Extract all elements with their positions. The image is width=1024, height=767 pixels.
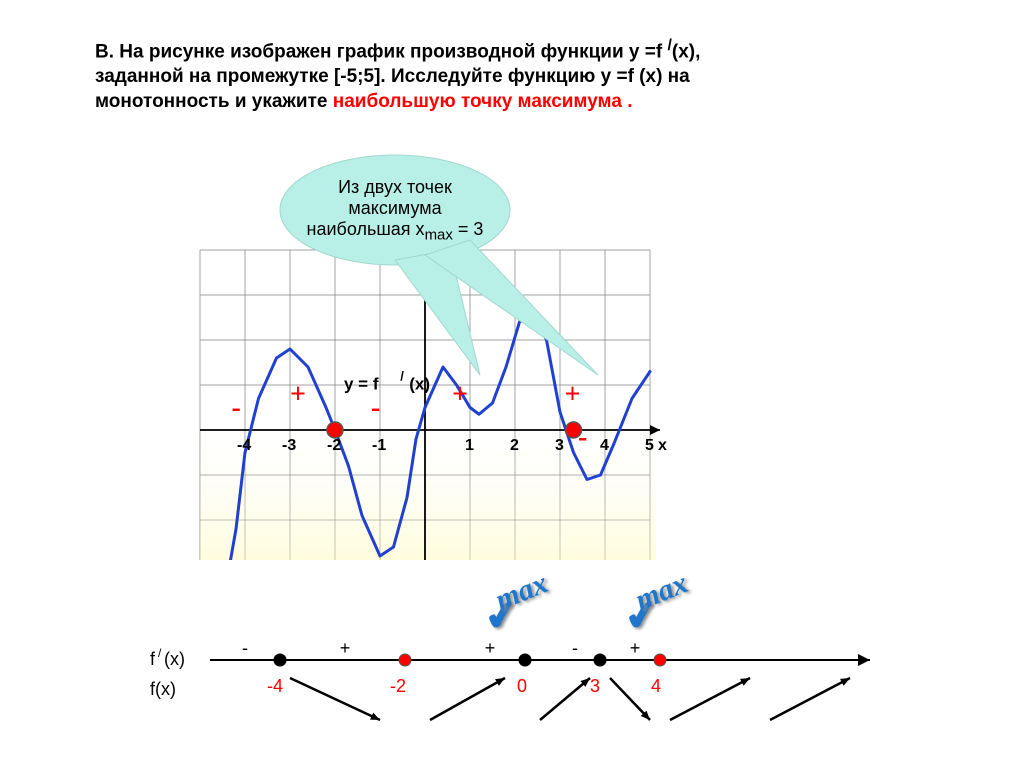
- number-line-svg: f/(x)f(x)-++-+-4-2034: [150, 625, 930, 745]
- svg-text:-2: -2: [327, 437, 341, 454]
- q-part1b: (x),: [672, 41, 701, 62]
- max-marker: ✔max: [495, 575, 548, 609]
- callout-l3: наибольшая х: [307, 219, 425, 239]
- svg-text:-: -: [371, 393, 380, 424]
- svg-text:2: 2: [510, 437, 519, 454]
- q-part1: В. На рисунке изображен график производн…: [95, 41, 667, 62]
- svg-text:3: 3: [555, 437, 564, 454]
- svg-text:1: 1: [465, 437, 474, 454]
- svg-text:0: 0: [517, 676, 527, 696]
- svg-text:-3: -3: [282, 437, 296, 454]
- svg-text:/: /: [158, 646, 162, 660]
- svg-text:x: x: [658, 437, 667, 454]
- svg-text:-: -: [242, 638, 248, 658]
- svg-text:-: -: [578, 422, 587, 453]
- svg-text:f(x): f(x): [150, 679, 176, 699]
- svg-text:-4: -4: [267, 676, 283, 696]
- svg-text:-1: -1: [372, 437, 386, 454]
- svg-text:5: 5: [645, 437, 654, 454]
- callout-l3-sub: max: [425, 227, 453, 244]
- callout-l1: Из двух точек: [338, 177, 452, 197]
- q-part2: заданной на промежутке [-5;5]. Исследуйт…: [95, 66, 690, 87]
- svg-text:f: f: [150, 649, 156, 669]
- svg-text:+: +: [340, 638, 351, 658]
- question-text: В. На рисунке изображен график производн…: [95, 36, 845, 114]
- number-line: f/(x)f(x)-++-+-4-2034 ✔max✔max: [150, 625, 930, 745]
- svg-text:-4: -4: [237, 437, 251, 454]
- svg-text:-: -: [572, 638, 578, 658]
- svg-text:-: -: [232, 393, 241, 424]
- max-marker: ✔max: [635, 575, 688, 609]
- callout-text: Из двух точек максимума наибольшая хmax …: [305, 177, 485, 244]
- svg-text:4: 4: [651, 676, 661, 696]
- svg-text:4: 4: [600, 437, 609, 454]
- q-part3: монотонность и укажите: [95, 91, 333, 112]
- svg-text:(x): (x): [164, 649, 185, 669]
- q-part3-red: наибольшую точку максимума .: [333, 91, 633, 112]
- svg-text:-2: -2: [390, 676, 406, 696]
- callout-l3-rest: = 3: [453, 219, 484, 239]
- svg-text:3: 3: [590, 676, 600, 696]
- callout-l2: максимума: [348, 198, 441, 218]
